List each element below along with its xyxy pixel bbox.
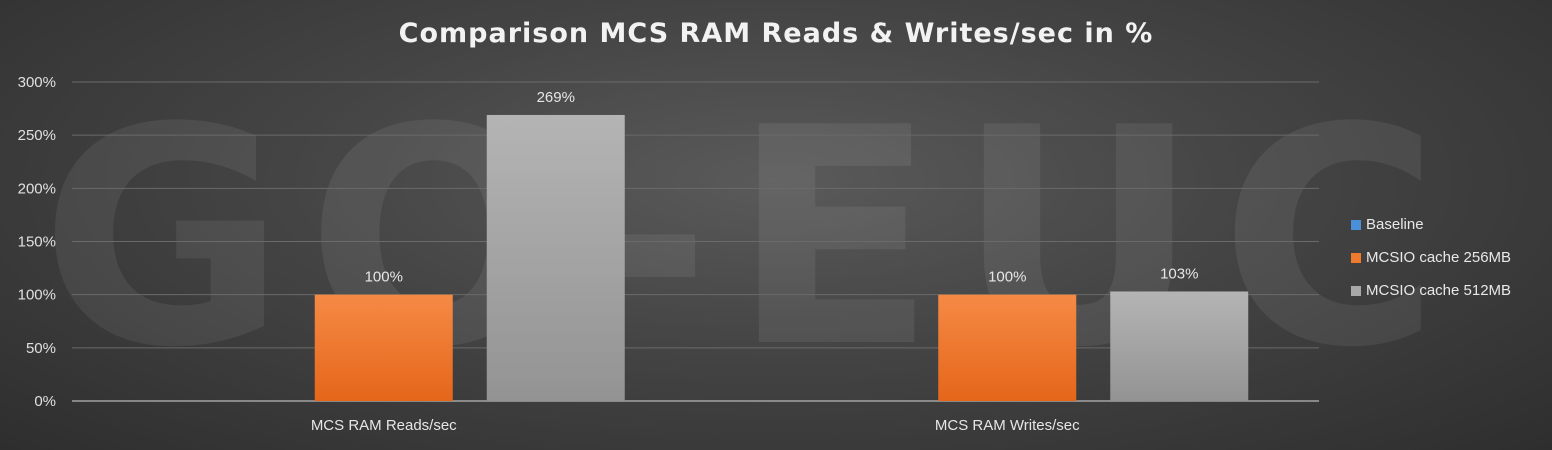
legend-item: MCSIO cache 256MB xyxy=(1351,241,1511,274)
data-labels: 100% 269% 100% 103% xyxy=(365,89,1199,286)
data-label: 269% xyxy=(537,89,575,106)
y-tick-label: 250% xyxy=(18,127,56,144)
y-tick-label: 0% xyxy=(34,393,56,410)
x-category-label: MCS RAM Writes/sec xyxy=(935,417,1080,434)
x-category-label: MCS RAM Reads/sec xyxy=(311,417,457,434)
legend-item: MCSIO cache 512MB xyxy=(1351,274,1511,307)
legend-swatch xyxy=(1351,285,1361,296)
bars xyxy=(314,114,1249,402)
legend-swatch xyxy=(1351,252,1361,263)
legend-label: MCSIO cache 512MB xyxy=(1366,282,1512,299)
y-tick-label: 200% xyxy=(18,180,56,197)
y-axis-ticks: 0% 50% 100% 150% 200% 250% 300% xyxy=(18,74,56,410)
x-axis-categories: MCS RAM Reads/sec MCS RAM Writes/sec xyxy=(311,417,1080,434)
chart-title: Comparison MCS RAM Reads & Writes/sec in… xyxy=(398,18,1154,49)
y-tick-label: 100% xyxy=(18,287,56,304)
data-label: 100% xyxy=(988,269,1026,286)
legend-item: Baseline xyxy=(1351,208,1511,241)
legend-swatch xyxy=(1351,219,1361,230)
y-tick-label: 50% xyxy=(26,340,56,357)
bar xyxy=(938,294,1077,401)
bar xyxy=(314,294,453,401)
y-tick-label: 150% xyxy=(18,234,56,251)
bar xyxy=(1110,291,1249,401)
y-tick-label: 300% xyxy=(18,74,56,91)
data-label: 103% xyxy=(1160,265,1198,282)
legend-label: MCSIO cache 256MB xyxy=(1366,249,1512,266)
bar xyxy=(486,114,625,402)
data-label: 100% xyxy=(365,269,403,286)
legend: Baseline MCSIO cache 256MB MCSIO cache 512… xyxy=(1351,208,1511,307)
legend-label: Baseline xyxy=(1366,216,1424,233)
